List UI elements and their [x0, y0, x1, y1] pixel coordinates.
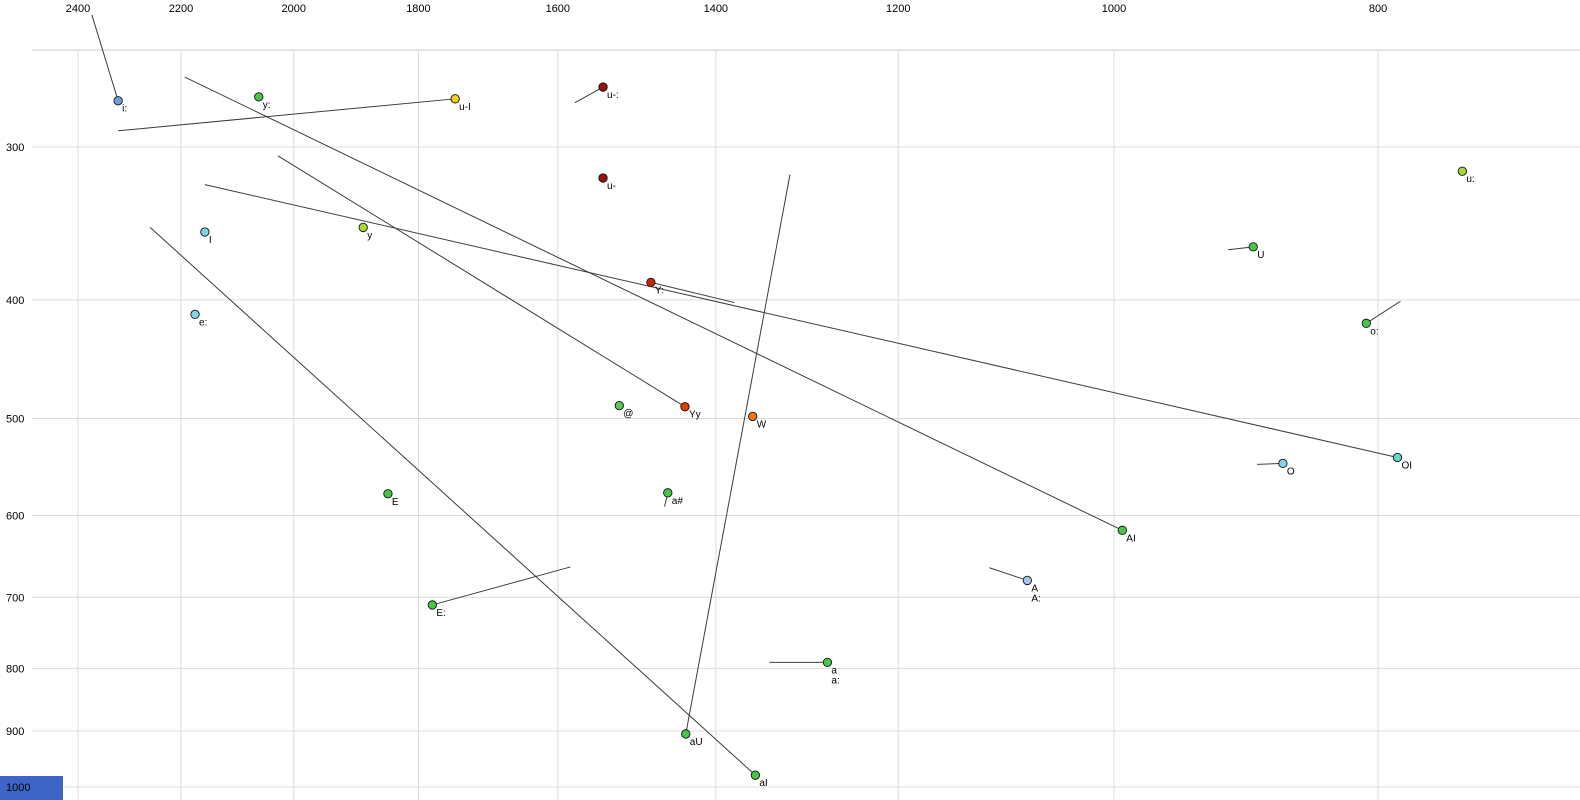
vowel-label-ai: AI [1126, 533, 1135, 544]
y-tick-label-600: 600 [6, 510, 24, 522]
vowel-point-i [113, 96, 123, 106]
vowel-label-u-i: u-I [459, 102, 471, 113]
vowel-point-oi [1392, 452, 1403, 463]
vowel-label-a: a# [672, 496, 684, 507]
vowel-label-a: A: [1031, 593, 1040, 604]
vowel-label-y: y: [263, 100, 271, 111]
vowel-trajectory-y [650, 281, 735, 304]
vowel-point-o [1278, 458, 1288, 469]
vowel-label-u: u-: [607, 90, 619, 101]
vowel-label-u: u: [1466, 174, 1474, 185]
vowel-point-y [646, 277, 656, 288]
vowel-label-o: O [1287, 466, 1295, 477]
vowel-trajectory-i [91, 14, 119, 101]
corner-block [0, 776, 63, 800]
x-tick-label-1200: 1200 [886, 3, 910, 15]
vowel-trajectory-ai [184, 76, 1123, 531]
vowel-label-au: aU [690, 737, 703, 748]
x-tick-label-1000: 1000 [1102, 3, 1126, 15]
vowel-label-pt: @ [623, 409, 633, 420]
x-tick-label-1800: 1800 [406, 3, 430, 15]
vowel-point-yy [680, 402, 690, 412]
vowel-label-y: y [367, 230, 372, 241]
vowel-trajectory-u [574, 86, 604, 104]
x-tick-label-2200: 2200 [169, 3, 193, 15]
vowel-trajectory-o [1366, 300, 1401, 324]
vowel-label-a: A [1031, 583, 1038, 594]
vowel-point-e [383, 489, 393, 499]
vowel-point-e [190, 309, 200, 319]
vowel-label-w: W [757, 419, 767, 430]
vowel-point-o [1361, 318, 1371, 328]
vowel-point-u [598, 173, 608, 183]
vowel-label-a: a: [831, 675, 839, 686]
vowel-label-i: i: [122, 104, 127, 115]
vowel-trajectory-au [685, 174, 791, 735]
vowel-trajectory-u-i [118, 98, 456, 132]
vowel-label-i: I [209, 235, 212, 246]
vowel-point-a [822, 657, 833, 668]
x-tick-label-2000: 2000 [282, 3, 306, 15]
vowel-trajectory-oi [204, 184, 1398, 458]
y-tick-label-500: 500 [6, 414, 24, 426]
vowel-trajectory-a [989, 567, 1028, 581]
vowel-point-i [200, 227, 210, 237]
y-tick-label-400: 400 [6, 295, 24, 307]
vowel-point-ai [750, 770, 761, 780]
vowel-point-u [1457, 166, 1467, 176]
y-tick-label-1000: 1000 [6, 782, 30, 794]
x-tick-label-1600: 1600 [546, 3, 570, 15]
vowel-label-oi: OI [1401, 460, 1412, 471]
vowel-point-e [427, 600, 437, 610]
vowel-point-pt [614, 400, 624, 411]
y-tick-label-700: 700 [6, 592, 24, 604]
x-tick-label-800: 800 [1369, 3, 1387, 15]
y-tick-label-800: 800 [6, 663, 24, 675]
vowel-trajectory-e [432, 566, 571, 606]
vowel-label-e: e: [199, 317, 207, 328]
vowel-label-ai: aI [759, 778, 767, 789]
vowel-point-u [1248, 242, 1258, 252]
vowel-trajectory-ai [149, 227, 756, 776]
x-tick-label-1400: 1400 [704, 3, 728, 15]
vowel-point-u-i [450, 94, 460, 104]
vowel-label-y: Y: [655, 285, 664, 296]
vowel-label-e: E: [436, 608, 445, 619]
vowel-label-e: E [392, 497, 399, 508]
vowel-label-u: u- [607, 181, 616, 192]
x-tick-label-2400: 2400 [66, 3, 90, 15]
y-tick-label-900: 900 [6, 726, 24, 738]
vowel-point-a [1022, 575, 1032, 586]
vowel-point-a [663, 488, 673, 498]
vowel-trajectory-yy [277, 155, 686, 408]
y-tick-label-300: 300 [6, 142, 24, 154]
vowel-point-ai [1117, 525, 1127, 535]
vowel-label-o: o: [1370, 326, 1378, 337]
vowel-point-u [598, 82, 608, 92]
vowel-point-y [254, 92, 264, 102]
vowel-label-yy: Yy [689, 410, 701, 421]
vowel-point-au [681, 729, 691, 739]
vowel-label-u: U [1257, 250, 1264, 261]
vowel-point-y [358, 222, 368, 233]
vowel-label-a: a [831, 665, 837, 676]
vowel-point-w [748, 411, 758, 422]
